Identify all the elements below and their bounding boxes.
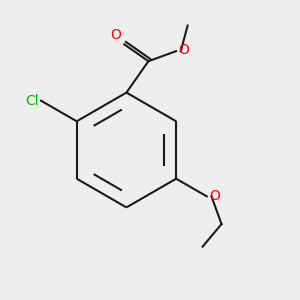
Text: O: O: [209, 189, 220, 203]
Text: Cl: Cl: [25, 94, 39, 108]
Text: O: O: [178, 43, 189, 57]
Text: O: O: [110, 28, 121, 42]
